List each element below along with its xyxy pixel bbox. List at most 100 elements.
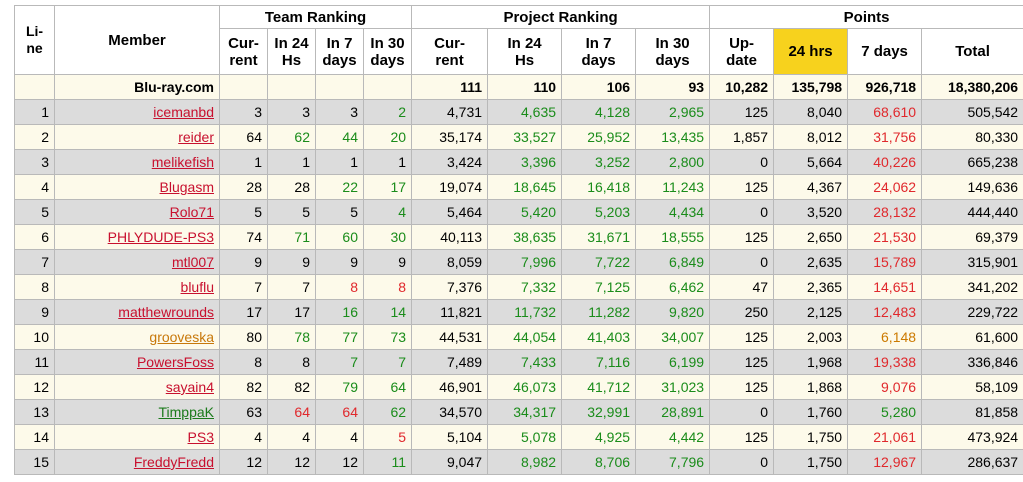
project-rank-7d: 25,952 <box>561 124 637 150</box>
team-rank-current: 1 <box>219 149 268 175</box>
header-row-columns: Cur-rent In 24 Hs In 7 days In 30 days Cur-… <box>15 28 1023 75</box>
points-update: 0 <box>709 199 775 225</box>
team-rank-24h: 5 <box>267 199 316 225</box>
points-7d: 24,062 <box>847 174 923 200</box>
points-total: 336,846 <box>921 349 1023 375</box>
points-7d: 28,132 <box>847 199 923 225</box>
member-link[interactable]: mtl007 <box>171 254 214 270</box>
points-24h: 8,012 <box>773 124 849 150</box>
team-rank-7d: 1 <box>315 149 364 175</box>
member-row: 9 matthewrounds 17 17 16 14 11,821 11,732 11,282… <box>14 299 1023 325</box>
member-cell: matthewrounds <box>54 299 220 325</box>
member-row: 8 bluflu 7 7 8 8 7,376 7,332 7,125 6,462 47 2,365 14… <box>14 274 1023 300</box>
points-update: 125 <box>709 174 775 200</box>
points-24h: 1,760 <box>773 399 849 425</box>
member-row: 12 sayain4 82 82 79 64 46,901 46,073 41,712 31,02… <box>14 374 1023 400</box>
team-rank-24h: 28 <box>267 174 316 200</box>
points-update: 0 <box>709 449 775 475</box>
header-update: Up-date <box>709 28 775 75</box>
project-rank-current: 11,821 <box>411 299 489 325</box>
member-row: 10 grooveska 80 78 77 73 44,531 44,054 41,403 34,… <box>14 324 1023 350</box>
points-total: 473,924 <box>921 424 1023 450</box>
member-cell: PS3 <box>54 424 220 450</box>
member-link[interactable]: matthewrounds <box>118 304 214 320</box>
member-link[interactable]: bluflu <box>180 279 214 295</box>
project-rank-current: 40,113 <box>411 224 489 250</box>
member-link[interactable]: TimppaK <box>158 404 214 420</box>
team-rank-30d: 4 <box>362 199 413 225</box>
member-link[interactable]: sayain4 <box>165 379 214 395</box>
team-rank-24h: 7 <box>267 274 316 300</box>
project-rank-24h: 34,317 <box>487 399 563 425</box>
header-team-30: In 30 days <box>362 28 413 75</box>
points-update: 47 <box>709 274 775 300</box>
points-update: 0 <box>709 149 775 175</box>
project-rank-30d: 4,442 <box>635 424 711 450</box>
member-link[interactable]: Blugasm <box>159 179 214 195</box>
line-number: 6 <box>14 224 55 250</box>
member-cell: TimppaK <box>54 399 220 425</box>
team-rank-current: 7 <box>219 274 268 300</box>
member-cell: melikefish <box>54 149 220 175</box>
project-rank-24h: 4,635 <box>487 99 563 125</box>
member-link[interactable]: melikefish <box>151 154 214 170</box>
project-rank-24h: 7,433 <box>487 349 563 375</box>
points-update: 0 <box>709 249 775 275</box>
team-rank-7d: 3 <box>315 99 364 125</box>
member-link[interactable]: PowersFoss <box>136 354 214 370</box>
member-link[interactable]: grooveska <box>149 329 214 345</box>
points-7d: 15,789 <box>847 249 923 275</box>
points-7d: 5,280 <box>847 399 923 425</box>
member-cell: PHLYDUDE-PS3 <box>54 224 220 250</box>
team-rank-30d: 30 <box>362 224 413 250</box>
project-rank-current: 5,464 <box>411 199 489 225</box>
project-rank-current: 5,104 <box>411 424 489 450</box>
points-7d: 9,076 <box>847 374 923 400</box>
member-cell: icemanbd <box>54 99 220 125</box>
team-rank-24h: 12 <box>267 449 316 475</box>
team-rank-current: 5 <box>219 199 268 225</box>
team-rank-current: 12 <box>219 449 268 475</box>
project-rank-current: 46,901 <box>411 374 489 400</box>
team-proj-current: 111 <box>411 74 489 100</box>
team-rank-current: 4 <box>219 424 268 450</box>
member-link[interactable]: PS3 <box>187 429 214 445</box>
member-link[interactable]: PHLYDUDE-PS3 <box>107 229 214 245</box>
project-rank-30d: 9,820 <box>635 299 711 325</box>
member-link[interactable]: reider <box>178 129 214 145</box>
member-link[interactable]: icemanbd <box>153 104 214 120</box>
header-total: Total <box>921 28 1023 75</box>
line-number: 8 <box>14 274 55 300</box>
team-proj-24: 110 <box>487 74 563 100</box>
member-cell: PowersFoss <box>54 349 220 375</box>
project-rank-24h: 33,527 <box>487 124 563 150</box>
member-link[interactable]: Rolo71 <box>169 204 214 220</box>
header-project-7: In 7 days <box>561 28 637 75</box>
header-team-ranking: Team Ranking <box>218 5 413 29</box>
header-points: Points <box>709 5 1023 29</box>
member-link[interactable]: FreddyFredd <box>133 454 214 470</box>
team-rank-7d: 79 <box>315 374 364 400</box>
points-total: 58,109 <box>921 374 1023 400</box>
points-total: 229,722 <box>921 299 1023 325</box>
header-project-current: Cur-rent <box>411 28 489 75</box>
team-rank-30d: 7 <box>362 349 413 375</box>
header-points-24: 24 hrs <box>773 28 849 75</box>
line-number: 15 <box>14 449 55 475</box>
team-rank-24h: 78 <box>267 324 316 350</box>
project-rank-30d: 6,462 <box>635 274 711 300</box>
team-rank-24h: 4 <box>267 424 316 450</box>
team-rank-current: 63 <box>219 399 268 425</box>
team-rank-24h: 1 <box>267 149 316 175</box>
team-proj-7: 106 <box>561 74 637 100</box>
points-update: 125 <box>709 349 775 375</box>
team-rank-current: 74 <box>219 224 268 250</box>
line-number: 14 <box>14 424 55 450</box>
project-rank-24h: 7,332 <box>487 274 563 300</box>
project-rank-7d: 5,203 <box>561 199 637 225</box>
project-rank-7d: 7,125 <box>561 274 637 300</box>
points-24h: 1,868 <box>773 374 849 400</box>
line-number: 7 <box>14 249 55 275</box>
points-update: 1,857 <box>709 124 775 150</box>
